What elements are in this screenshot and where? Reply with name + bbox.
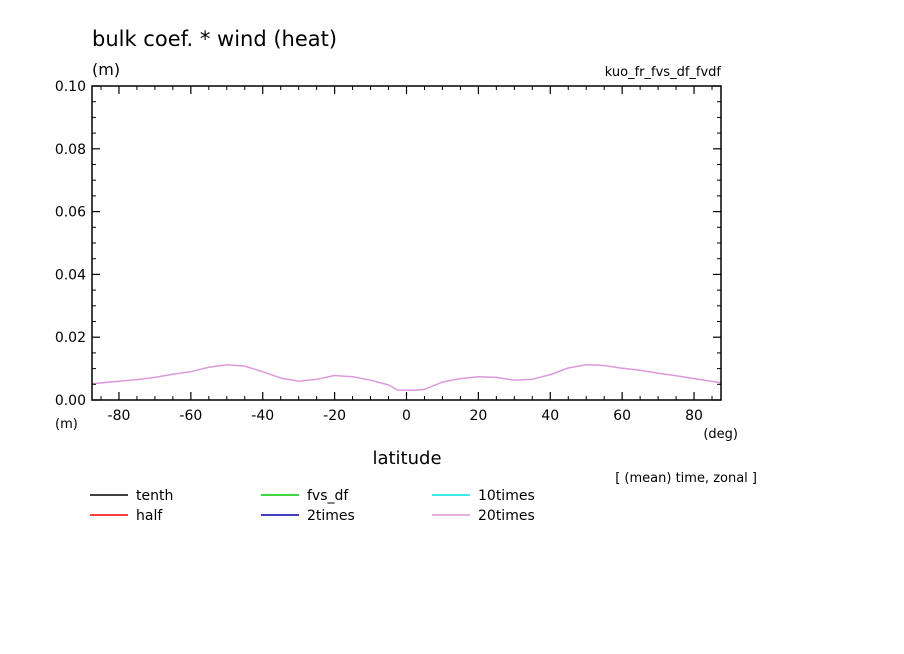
y-axis-unit-label: (m) xyxy=(92,60,120,79)
ticks-layer: -80 -60 -40 -20 0 20 40 60 80 0.00 0.02 0.04 0.06 0.0… xyxy=(55,79,721,424)
plot-frame xyxy=(91,85,722,401)
x-tick-label: -20 xyxy=(323,408,346,424)
legend-label-half: half xyxy=(136,508,163,524)
x-tick-label: 20 xyxy=(469,408,487,424)
x-tick-label: 60 xyxy=(613,408,631,424)
x-tick-label: -60 xyxy=(179,408,202,424)
y-tick-label: 0.00 xyxy=(55,393,86,409)
legend-label-tenth: tenth xyxy=(136,488,173,504)
legend: tenth half fvs_df 2times 10times 20times xyxy=(90,488,535,524)
y-tick-label: 0.04 xyxy=(55,267,86,283)
legend-label-2times: 2times xyxy=(307,508,355,524)
x-tick-label: -80 xyxy=(108,408,131,424)
x-axis-label: latitude xyxy=(372,448,441,469)
y-tick-label: 0.10 xyxy=(55,79,86,95)
experiment-label: kuo_fr_fvs_df_fvdf xyxy=(605,65,722,80)
y-tick-label: 0.08 xyxy=(55,142,86,158)
legend-label-20times: 20times xyxy=(478,508,535,524)
legend-label-fvs_df: fvs_df xyxy=(307,488,349,504)
series-line-20times xyxy=(91,364,722,392)
x-tick-label: -40 xyxy=(251,408,274,424)
y-tick-label: 0.02 xyxy=(55,330,86,346)
y-tick-label: 0.06 xyxy=(55,205,86,221)
legend-label-10times: 10times xyxy=(478,488,535,504)
series-layer xyxy=(91,364,722,392)
x-tick-label: 80 xyxy=(685,408,703,424)
chart-title: bulk coef. * wind (heat) xyxy=(92,27,337,51)
averaging-note: [ (mean) time, zonal ] xyxy=(615,471,757,486)
x-axis-unit-label: (deg) xyxy=(703,427,738,442)
y-axis-unit-bottom: (m) xyxy=(55,417,78,432)
x-tick-label: 40 xyxy=(541,408,559,424)
x-tick-label: 0 xyxy=(402,408,411,424)
